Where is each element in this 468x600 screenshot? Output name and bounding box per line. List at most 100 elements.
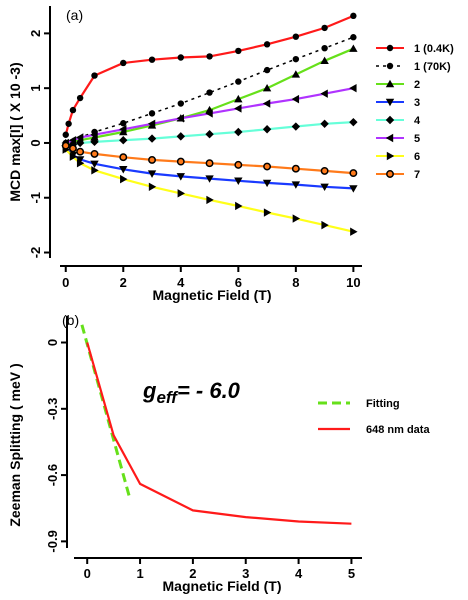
data-point — [119, 125, 127, 134]
data-point — [75, 156, 85, 164]
data-point — [90, 137, 99, 147]
data-point — [91, 72, 98, 79]
legend-item: 648 nm data — [318, 424, 430, 436]
panel-a-x-tick-label: 8 — [292, 275, 299, 290]
legend-item: 5 — [376, 133, 420, 145]
series-1-70k- — [62, 34, 357, 147]
data-point — [68, 144, 77, 153]
data-point — [205, 129, 214, 139]
data-point — [234, 104, 242, 113]
data-point — [350, 34, 357, 41]
data-point — [291, 122, 301, 131]
data-point — [263, 41, 271, 48]
legend-label: Fitting — [366, 398, 400, 410]
g-eff-annotation: geff= - 6.0 — [142, 378, 241, 407]
series-7 — [61, 141, 358, 178]
series-1-0-4k- — [62, 12, 357, 138]
legend-marker — [386, 170, 394, 178]
data-point — [205, 159, 214, 168]
data-point — [263, 208, 272, 217]
panel-a-y-tick-label: 0 — [28, 139, 43, 146]
legend-label: 1 (0.4K) — [414, 43, 454, 55]
data-point — [75, 138, 85, 148]
data-point — [291, 164, 300, 173]
panel-b-y-tick-label: -0.9 — [45, 530, 60, 552]
data-point — [76, 147, 85, 156]
panel-b-x-tick-label: 1 — [136, 566, 143, 581]
panel-b-y-tick-label: 0 — [45, 339, 60, 346]
data-point — [148, 155, 156, 164]
g-eff-subscript: eff — [156, 388, 179, 407]
series-line — [64, 14, 354, 135]
data-point — [262, 125, 272, 134]
data-point — [205, 109, 213, 118]
data-point — [176, 157, 185, 166]
legend-marker — [386, 151, 395, 161]
legend-label: 2 — [414, 79, 420, 91]
panel-b-x-tick-label: 4 — [295, 566, 303, 581]
data-point — [90, 160, 99, 168]
legend-marker — [385, 98, 395, 107]
panel-b-label: (b) — [62, 312, 79, 328]
data-point — [320, 166, 329, 175]
data-point — [349, 117, 358, 127]
g-eff-g: g — [142, 378, 157, 403]
data-point — [177, 189, 185, 198]
series-4 — [61, 117, 358, 150]
data-point — [234, 160, 243, 169]
series-5 — [61, 83, 357, 148]
legend-item: 2 — [376, 79, 420, 91]
data-point — [320, 183, 329, 191]
panel-b-x-axis-label: Magnetic Field (T) — [163, 578, 282, 594]
legend-label: 648 nm data — [366, 424, 430, 436]
data-point — [90, 130, 98, 139]
series-line — [65, 36, 354, 144]
data-point — [176, 132, 185, 141]
data-point — [147, 134, 157, 143]
data-point — [349, 169, 358, 178]
data-point — [205, 175, 214, 183]
data-point — [206, 195, 214, 205]
legend-marker — [385, 115, 395, 125]
data-point — [176, 173, 185, 181]
data-point — [148, 56, 156, 63]
series-6 — [62, 145, 358, 236]
panel-a-x-tick-label: 2 — [120, 275, 127, 290]
legend-label: 4 — [414, 115, 421, 127]
data-point — [292, 55, 300, 63]
legend-marker — [385, 133, 394, 143]
data-point — [349, 83, 357, 93]
data-point — [76, 159, 85, 168]
data-point — [349, 44, 358, 52]
legend-item: 3 — [376, 97, 420, 109]
data-point — [148, 182, 157, 191]
data-point — [263, 162, 272, 171]
panel-b-x-tick-label: 0 — [84, 566, 91, 581]
legend-item: 4 — [376, 115, 421, 127]
panel-a-x-tick-label: 10 — [346, 275, 360, 290]
data-point — [76, 94, 84, 102]
data-point — [320, 89, 328, 98]
data-point — [350, 227, 358, 236]
legend-label: 1 (70K) — [414, 61, 451, 73]
data-point — [291, 94, 300, 104]
series-648-nm-data — [86, 342, 352, 525]
data-point — [321, 24, 328, 32]
panel-a-y-tick-label: -2 — [28, 247, 43, 259]
data-point — [349, 185, 358, 193]
panel-b-y-axis-label: Zeeman Splitting ( meV ) — [7, 363, 23, 526]
data-point — [235, 78, 242, 85]
panel-a-x-tick-label: 4 — [177, 275, 185, 290]
data-point — [206, 89, 213, 96]
data-point — [68, 136, 77, 145]
data-point — [65, 120, 72, 127]
data-point — [69, 152, 78, 161]
legend-item: Fitting — [318, 398, 400, 410]
panel-a: (a) Magnetic Field (T) MCD max[I] ( X 10… — [7, 6, 454, 303]
data-point — [292, 214, 301, 223]
data-point — [263, 66, 271, 74]
data-point — [206, 53, 213, 60]
panel-a-y-axis-label: MCD max[I] ( X 10 -3) — [7, 62, 23, 201]
panel-b-x-tick-label: 2 — [189, 566, 196, 581]
legend-label: 6 — [414, 151, 420, 163]
